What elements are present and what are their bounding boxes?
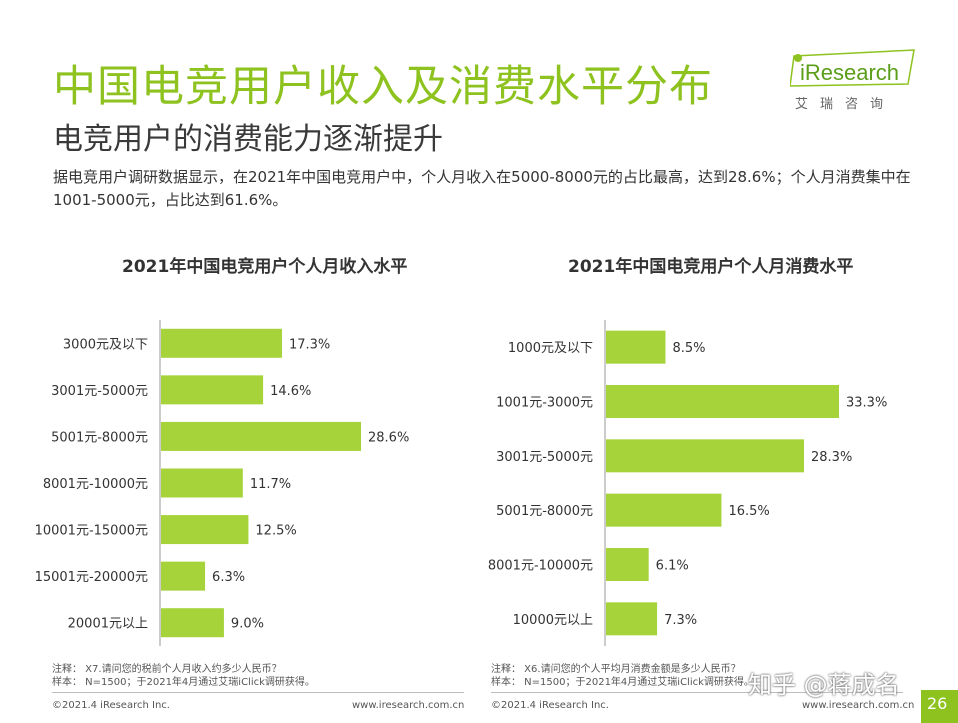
- spending-chart-title: 2021年中国电竞用户个人月消费水平: [568, 257, 854, 277]
- spending-bar-1: [606, 385, 839, 418]
- income-category-label-5: 15001元-20000元: [35, 570, 148, 585]
- left-copyright: ©2021.4 iResearch Inc.: [52, 700, 170, 711]
- income-value-label-5: 6.3%: [212, 570, 245, 585]
- spending-value-label-2: 28.3%: [811, 450, 852, 465]
- income-category-label-1: 3001元-5000元: [51, 384, 148, 399]
- income-value-label-0: 17.3%: [289, 337, 330, 352]
- spending-bar-5: [606, 602, 658, 636]
- page-title: 中国电竞用户收入及消费水平分布: [53, 62, 713, 112]
- income-value-label-4: 12.5%: [255, 524, 296, 539]
- iresearch-logo: [790, 48, 920, 110]
- income-bar-4: [161, 515, 249, 545]
- right-url[interactable]: www.iresearch.com.cn: [802, 700, 915, 711]
- logo-cn-text: 艾瑞咨询: [795, 97, 896, 112]
- left-footnote: 注释： X7.请问您的税前个人月收入约多少人民币？: [52, 664, 282, 675]
- income-category-label-6: 20001元以上: [68, 617, 148, 632]
- left-url[interactable]: www.iresearch.com.cn: [352, 700, 465, 711]
- right-sample-note: 样本： N=1500；于2021年4月通过艾瑞iClick调研获得。: [491, 677, 754, 688]
- spending-bar-0: [606, 330, 666, 364]
- income-value-label-6: 9.0%: [231, 617, 264, 632]
- spending-category-label-1: 1001元-3000元: [496, 396, 593, 411]
- spending-bar-2: [606, 439, 805, 473]
- income-category-label-4: 10001元-15000元: [35, 524, 148, 539]
- left-sample-note: 样本： N=1500；于2021年4月通过艾瑞iClick调研获得。: [52, 677, 315, 688]
- spending-category-label-0: 1000元及以下: [508, 341, 593, 356]
- income-category-label-0: 3000元及以下: [63, 337, 148, 352]
- right-divider: [491, 692, 903, 693]
- spending-value-label-1: 33.3%: [846, 396, 887, 411]
- watermark: 知乎 @蒋成名: [748, 671, 900, 699]
- income-category-label-2: 5001元-8000元: [51, 430, 148, 445]
- income-bar-1: [161, 375, 264, 405]
- spending-category-label-3: 5001元-8000元: [496, 504, 593, 519]
- spending-category-label-2: 3001元-5000元: [496, 450, 593, 465]
- page-number-box: [921, 690, 958, 723]
- income-bar-6: [161, 608, 224, 638]
- income-bar-2: [161, 421, 361, 451]
- income-value-label-1: 14.6%: [270, 384, 311, 399]
- income-bar-5: [161, 561, 206, 591]
- logo-text: iResearch: [800, 60, 900, 85]
- spending-value-label-3: 16.5%: [728, 504, 769, 519]
- spending-category-label-4: 8001元-10000元: [488, 559, 593, 574]
- right-footnote: 注释： X6.请问您的个人平均月消费金额是多少人民币？: [491, 664, 741, 675]
- page-number: 26: [927, 694, 948, 713]
- income-bar-0: [161, 328, 282, 358]
- spending-category-label-5: 10000元以上: [513, 613, 593, 628]
- spending-value-label-5: 7.3%: [664, 613, 697, 628]
- page-subtitle: 电竞用户的消费能力逐渐提升: [53, 122, 443, 157]
- page-description: 据电竞用户调研数据显示，在2021年中国电竞用户中，个人月收入在5000-800…: [53, 168, 911, 209]
- income-bar-3: [161, 468, 243, 498]
- spending-bar-3: [606, 493, 722, 527]
- spending-value-label-0: 8.5%: [672, 341, 705, 356]
- spending-bar-4: [606, 548, 649, 581]
- income-category-label-3: 8001元-10000元: [43, 477, 148, 492]
- income-value-label-3: 11.7%: [250, 477, 291, 492]
- income-chart-title: 2021年中国电竞用户个人月收入水平: [122, 257, 408, 277]
- income-value-label-2: 28.6%: [368, 430, 409, 445]
- spending-value-label-4: 6.1%: [656, 559, 689, 574]
- left-divider: [52, 692, 464, 693]
- right-copyright: ©2021.4 iResearch Inc.: [491, 700, 609, 711]
- logo-badge-icon: [790, 49, 915, 87]
